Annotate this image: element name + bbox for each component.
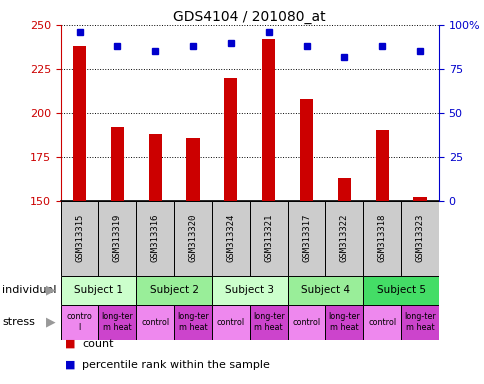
Bar	[136, 305, 174, 340]
Bar	[110, 127, 124, 201]
Text: control: control	[367, 318, 395, 327]
Bar	[400, 201, 438, 276]
Text: GSM313319: GSM313319	[113, 214, 121, 262]
Bar	[287, 305, 325, 340]
Bar	[287, 201, 325, 276]
Bar	[60, 201, 98, 276]
Text: ▶: ▶	[46, 316, 56, 329]
Bar	[73, 46, 86, 201]
Text: Subject 3: Subject 3	[225, 285, 274, 295]
Bar	[174, 305, 212, 340]
Bar	[224, 78, 237, 201]
Text: long-ter
m heat: long-ter m heat	[252, 313, 284, 332]
Text: control: control	[141, 318, 169, 327]
Bar	[299, 99, 313, 201]
Text: ■: ■	[65, 339, 76, 349]
Text: GSM313323: GSM313323	[415, 214, 424, 262]
Text: ■: ■	[65, 360, 76, 370]
Bar	[412, 197, 426, 201]
Bar	[249, 201, 287, 276]
Bar	[363, 305, 400, 340]
Text: GSM313320: GSM313320	[188, 214, 197, 262]
Text: long-ter
m heat: long-ter m heat	[403, 313, 435, 332]
Text: long-ter
m heat: long-ter m heat	[101, 313, 133, 332]
Bar	[148, 134, 162, 201]
Bar	[60, 276, 136, 305]
Bar	[98, 201, 136, 276]
Text: GSM313317: GSM313317	[302, 214, 310, 262]
Bar	[136, 276, 212, 305]
Text: control: control	[216, 318, 244, 327]
Text: count: count	[82, 339, 114, 349]
Text: GSM313318: GSM313318	[377, 214, 386, 262]
Bar	[212, 201, 249, 276]
Text: Subject 4: Subject 4	[300, 285, 349, 295]
Bar	[249, 305, 287, 340]
Text: individual: individual	[2, 285, 57, 295]
Bar	[212, 305, 249, 340]
Text: GSM313321: GSM313321	[264, 214, 272, 262]
Bar	[375, 131, 388, 201]
Text: ▶: ▶	[46, 284, 56, 296]
Bar	[287, 276, 363, 305]
Bar	[174, 201, 212, 276]
Text: GSM313315: GSM313315	[75, 214, 84, 262]
Text: GSM313324: GSM313324	[226, 214, 235, 262]
Text: Subject 5: Subject 5	[376, 285, 425, 295]
Bar	[325, 305, 363, 340]
Text: GSM313316: GSM313316	[151, 214, 159, 262]
Bar	[363, 201, 400, 276]
Text: contro
l: contro l	[66, 313, 92, 332]
Text: stress: stress	[2, 317, 35, 327]
Bar	[400, 305, 438, 340]
Bar	[363, 276, 438, 305]
Text: long-ter
m heat: long-ter m heat	[177, 313, 209, 332]
Text: percentile rank within the sample: percentile rank within the sample	[82, 360, 270, 370]
Bar	[325, 201, 363, 276]
Bar	[98, 305, 136, 340]
Bar	[186, 137, 199, 201]
Text: control: control	[292, 318, 320, 327]
Bar	[136, 201, 174, 276]
Bar	[337, 178, 350, 201]
Title: GDS4104 / 201080_at: GDS4104 / 201080_at	[173, 10, 325, 24]
Text: Subject 2: Subject 2	[149, 285, 198, 295]
Bar	[60, 305, 98, 340]
Bar	[212, 276, 287, 305]
Bar	[261, 39, 275, 201]
Text: GSM313322: GSM313322	[339, 214, 348, 262]
Text: long-ter
m heat: long-ter m heat	[328, 313, 360, 332]
Text: Subject 1: Subject 1	[74, 285, 123, 295]
